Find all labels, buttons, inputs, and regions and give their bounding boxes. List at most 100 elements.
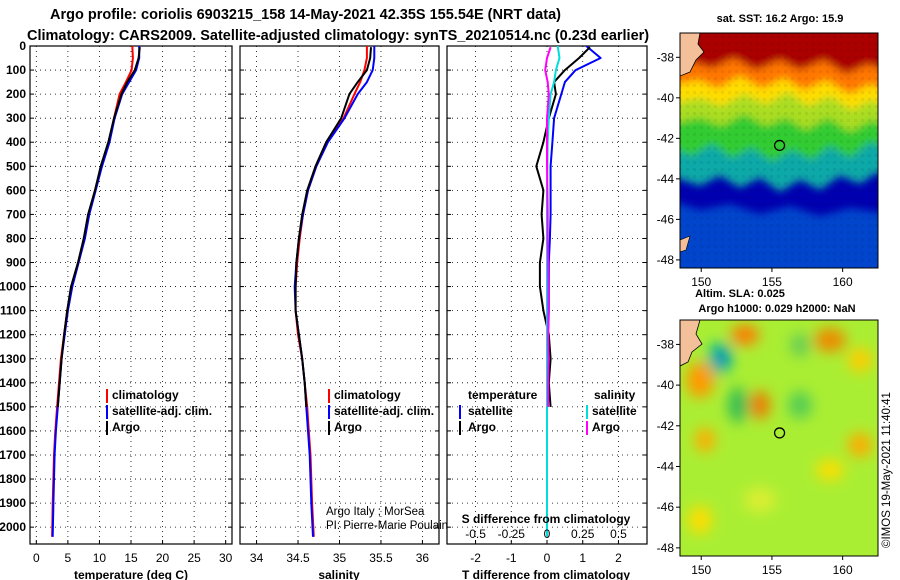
ytick-label: 1500 (0, 400, 26, 414)
imos-timestamp: ©IMOS 19-May-2021 11:40:41 (881, 392, 893, 548)
profile-series (51, 46, 602, 537)
salinity-difference-ticks: -0.5 -0.25 0 0.25 0.5 (465, 527, 627, 541)
map-ytick-label: -40 (657, 378, 675, 392)
sla-map-frame (679, 319, 879, 557)
xtick-label: 35 (333, 551, 347, 565)
map-xtick-label: 155 (762, 275, 782, 289)
series-line (544, 46, 552, 407)
ytick-label: 1100 (0, 304, 26, 318)
map-ytick-label: -44 (657, 172, 675, 186)
ytick-label: 400 (6, 135, 26, 149)
map-ytick-label: -48 (657, 541, 675, 555)
xtick-label: 15 (124, 551, 138, 565)
xtick-label: 0 (33, 551, 40, 565)
map-ytick-label: -42 (657, 131, 675, 145)
sst-map-image (680, 33, 878, 268)
difference-xlabel: T difference from climatology (462, 568, 630, 580)
legend-clim-label: climatology (334, 388, 401, 402)
legend-t-sat-label: satellite (468, 404, 513, 418)
ytick-label: 100 (6, 63, 26, 77)
ytick-label: 600 (6, 183, 26, 197)
legend-clim-label: climatology (112, 388, 179, 402)
map-ytick-label: -38 (657, 337, 675, 351)
xtick-label: 2 (615, 551, 622, 565)
temperature-xlabel: temperature (deg C) (74, 568, 188, 580)
temperature-series-group (51, 46, 141, 537)
series-line (294, 47, 372, 407)
xtick-label: -1 (506, 551, 517, 565)
profile-x-axis-ticks: 0 5 10 15 20 25 30 34 34.5 35 35.5 36 -2 -1 0 1 2 (33, 540, 622, 565)
xtick-top-label: -0.5 (465, 527, 486, 541)
ytick-label: 200 (6, 87, 26, 101)
ytick-label: 700 (6, 207, 26, 221)
ytick-label: 300 (6, 111, 26, 125)
sst-map-ticks: 150 155 160 -38 -40 -42 -44 -46 -48 (657, 50, 853, 289)
legend-t-argo-label: Argo (468, 420, 496, 434)
ytick-label: 900 (6, 256, 26, 270)
legend-temperature-heading: temperature (468, 388, 538, 402)
series-line (56, 47, 141, 407)
salinity-legend: climatology satellite-adj. clim. Argo (328, 388, 434, 435)
sla-map-ticks: 150 155 160 -38 -40 -42 -44 -46 -48 (657, 337, 853, 577)
credit-line-2: PI: Pierre-Marie Poulain (326, 520, 448, 532)
xtick-top-label: 0 (544, 527, 551, 541)
map-ytick-label: -46 (657, 500, 675, 514)
sla-map-argo-marker (773, 427, 786, 439)
salinity-series-group (293, 46, 376, 537)
temperature-legend: climatology satellite-adj. clim. Argo (106, 388, 212, 435)
xtick-label: 5 (65, 551, 72, 565)
xtick-label: 20 (156, 551, 170, 565)
legend-sat-label: satellite-adj. clim. (334, 404, 434, 418)
difference-series-group (535, 46, 602, 537)
legend-salinity-heading: salinity (594, 388, 636, 402)
map-xtick-label: 150 (691, 563, 711, 577)
xtick-label: 35.5 (369, 551, 393, 565)
xtick-label: 30 (219, 551, 233, 565)
xtick-label: 25 (187, 551, 201, 565)
sla-map-title-1: Altim. SLA: 0.025 (695, 288, 785, 300)
xtick-label: 36 (416, 551, 430, 565)
ytick-label: 500 (6, 159, 26, 173)
title-line-2: Climatology: CARS2009. Satellite-adjuste… (27, 28, 649, 44)
ytick-label: 1400 (0, 376, 26, 390)
title-line-1: Argo profile: coriolis 6903215_158 14-Ma… (50, 7, 561, 23)
credit-line-1: Argo Italy ; MorSea (326, 506, 425, 518)
legend-argo-label: Argo (334, 420, 362, 434)
map-xtick-label: 155 (762, 563, 782, 577)
ytick-label: 800 (6, 231, 26, 245)
map-xtick-label: 160 (833, 275, 853, 289)
ytick-label: 1000 (0, 280, 26, 294)
legend-argo-label: Argo (112, 420, 140, 434)
xtick-label: 1 (579, 551, 586, 565)
legend-s-argo-label: Argo (592, 420, 620, 434)
xtick-label: -2 (470, 551, 481, 565)
map-xtick-label: 150 (691, 275, 711, 289)
series-line (294, 46, 368, 537)
map-ytick-label: -42 (657, 419, 675, 433)
map-ytick-label: -48 (657, 253, 675, 267)
xtick-label: 34.5 (286, 551, 310, 565)
xtick-label: 10 (93, 551, 107, 565)
sst-map-argo-marker (773, 139, 786, 152)
ytick-label: 2000 (0, 520, 26, 534)
ytick-label: 1300 (0, 352, 26, 366)
map-xtick-label: 160 (833, 563, 853, 577)
ytick-label: 1800 (0, 472, 26, 486)
legend-s-sat-label: satellite (592, 404, 637, 418)
map-ytick-label: -46 (657, 212, 675, 226)
xtick-label: 34 (250, 551, 264, 565)
sla-map-image (680, 320, 878, 556)
ytick-label: 1200 (0, 328, 26, 342)
difference-legend: temperature satellite Argo salinity sate… (459, 388, 637, 435)
xtick-label: 0 (544, 551, 551, 565)
series-line (546, 46, 602, 407)
difference-xlabel-top: S difference from climatology (462, 512, 631, 526)
xtick-top-label: -0.25 (498, 527, 526, 541)
xtick-top-label: 0.25 (571, 527, 595, 541)
ytick-label: 1600 (0, 424, 26, 438)
temperature-panel-frame (29, 45, 233, 545)
series-line (293, 46, 376, 537)
xtick-top-label: 0.5 (610, 527, 627, 541)
salinity-xlabel: salinity (318, 568, 360, 580)
